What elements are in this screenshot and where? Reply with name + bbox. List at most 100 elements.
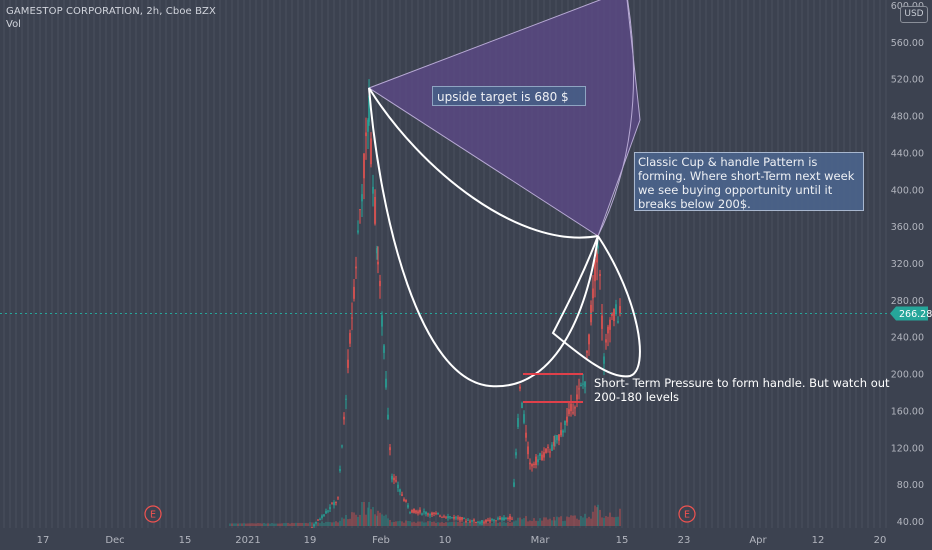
volume-bar [341,517,343,526]
volume-bar [315,522,317,526]
chart-header: GAMESTOP CORPORATION, 2h, Cboe BZX Vol [6,5,216,31]
candle-body [535,456,537,466]
volume-bar [527,521,529,526]
candle-body [327,510,329,512]
candle-body [485,519,487,523]
volume-bar [265,523,267,526]
x-tick-label: 10 [439,535,452,546]
volume-bar [419,521,421,526]
candle-body [395,480,397,482]
candle-body [599,273,601,277]
candle-body [523,414,525,423]
volume-bar [367,507,369,526]
candle-body [554,440,556,442]
target-annotation[interactable]: upside target is 680 $ [432,86,586,106]
candle-body [501,517,503,520]
y-tick-label: 560.00 [891,38,924,49]
volume-bar [297,522,299,526]
candle-body [586,350,588,353]
volume-bar [395,521,397,526]
candle-body [315,521,317,524]
candle-body [475,522,477,524]
candle-body [357,230,359,233]
volume-bar [599,509,601,526]
volume-bar [473,522,475,526]
volume-bar [239,523,241,526]
candle-body [601,315,603,329]
candle-body [566,416,568,423]
volume-bar [545,517,547,526]
volume-bar [605,516,607,526]
candle-body [509,516,511,520]
candle-body [495,520,497,522]
volume-bar [401,521,403,526]
candle-body [337,497,339,499]
volume-bar [331,522,333,526]
volume-bar [564,520,566,526]
volume-bar [329,522,331,526]
volume-bar [365,514,367,526]
volume-bar [321,521,323,526]
volume-bar [347,519,349,526]
earnings-marker[interactable]: E [678,505,696,523]
volume-bar [485,522,487,526]
candle-body [339,468,341,471]
volume-bar [374,514,376,526]
volume-bar [273,523,275,526]
candle-body [399,489,401,492]
volume-bar [327,521,329,526]
volume-bar [287,522,289,526]
candle-body [443,516,445,518]
volume-bar [582,517,584,526]
volume-bar [580,516,582,526]
volume-bar [423,522,425,526]
x-tick-label: 23 [678,535,691,546]
candle-body [317,519,319,521]
volume-indicator-label[interactable]: Vol [6,19,21,30]
candle-body [457,517,459,519]
candle-body [527,446,529,455]
candle-body [407,505,409,508]
volume-bar [379,512,381,526]
volume-bar [413,521,415,526]
currency-badge[interactable]: USD [900,6,928,23]
volume-bar [477,521,479,526]
candle-body [497,518,499,520]
candle-body [537,459,539,463]
volume-bar [568,517,570,526]
volume-bar [319,523,321,526]
volume-bar [357,516,359,526]
x-tick-label: Feb [372,535,390,546]
candle-body [619,306,621,314]
candle-body [445,517,447,519]
volume-bar [501,522,503,526]
volume-bar [263,522,265,526]
volume-bar [333,522,335,526]
earnings-marker[interactable]: E [144,505,162,523]
handle-annotation[interactable]: Short- Term Pressure to form handle. But… [594,376,890,404]
pattern-annotation[interactable]: Classic Cup & handle Pattern is forming.… [634,152,864,211]
volume-bar [429,521,431,526]
volume-bar [469,523,471,526]
candle-body [613,308,615,322]
volume-bar [437,522,439,526]
volume-bar [467,521,469,526]
x-tick-label: 20 [874,535,887,546]
candle-body [477,521,479,523]
volume-bar [453,521,455,526]
candle-body [411,509,413,513]
candle-body [435,513,437,515]
volume-bar [307,523,309,526]
volume-bar [349,518,351,526]
volume-bar [370,509,372,526]
volume-bar [355,514,357,526]
candle-body [467,519,469,521]
volume-bar [411,522,413,526]
volume-bar [447,522,449,526]
candle-body [374,196,376,224]
volume-bar [417,521,419,526]
y-tick-label: 200.00 [891,370,924,381]
volume-bar [393,521,395,526]
